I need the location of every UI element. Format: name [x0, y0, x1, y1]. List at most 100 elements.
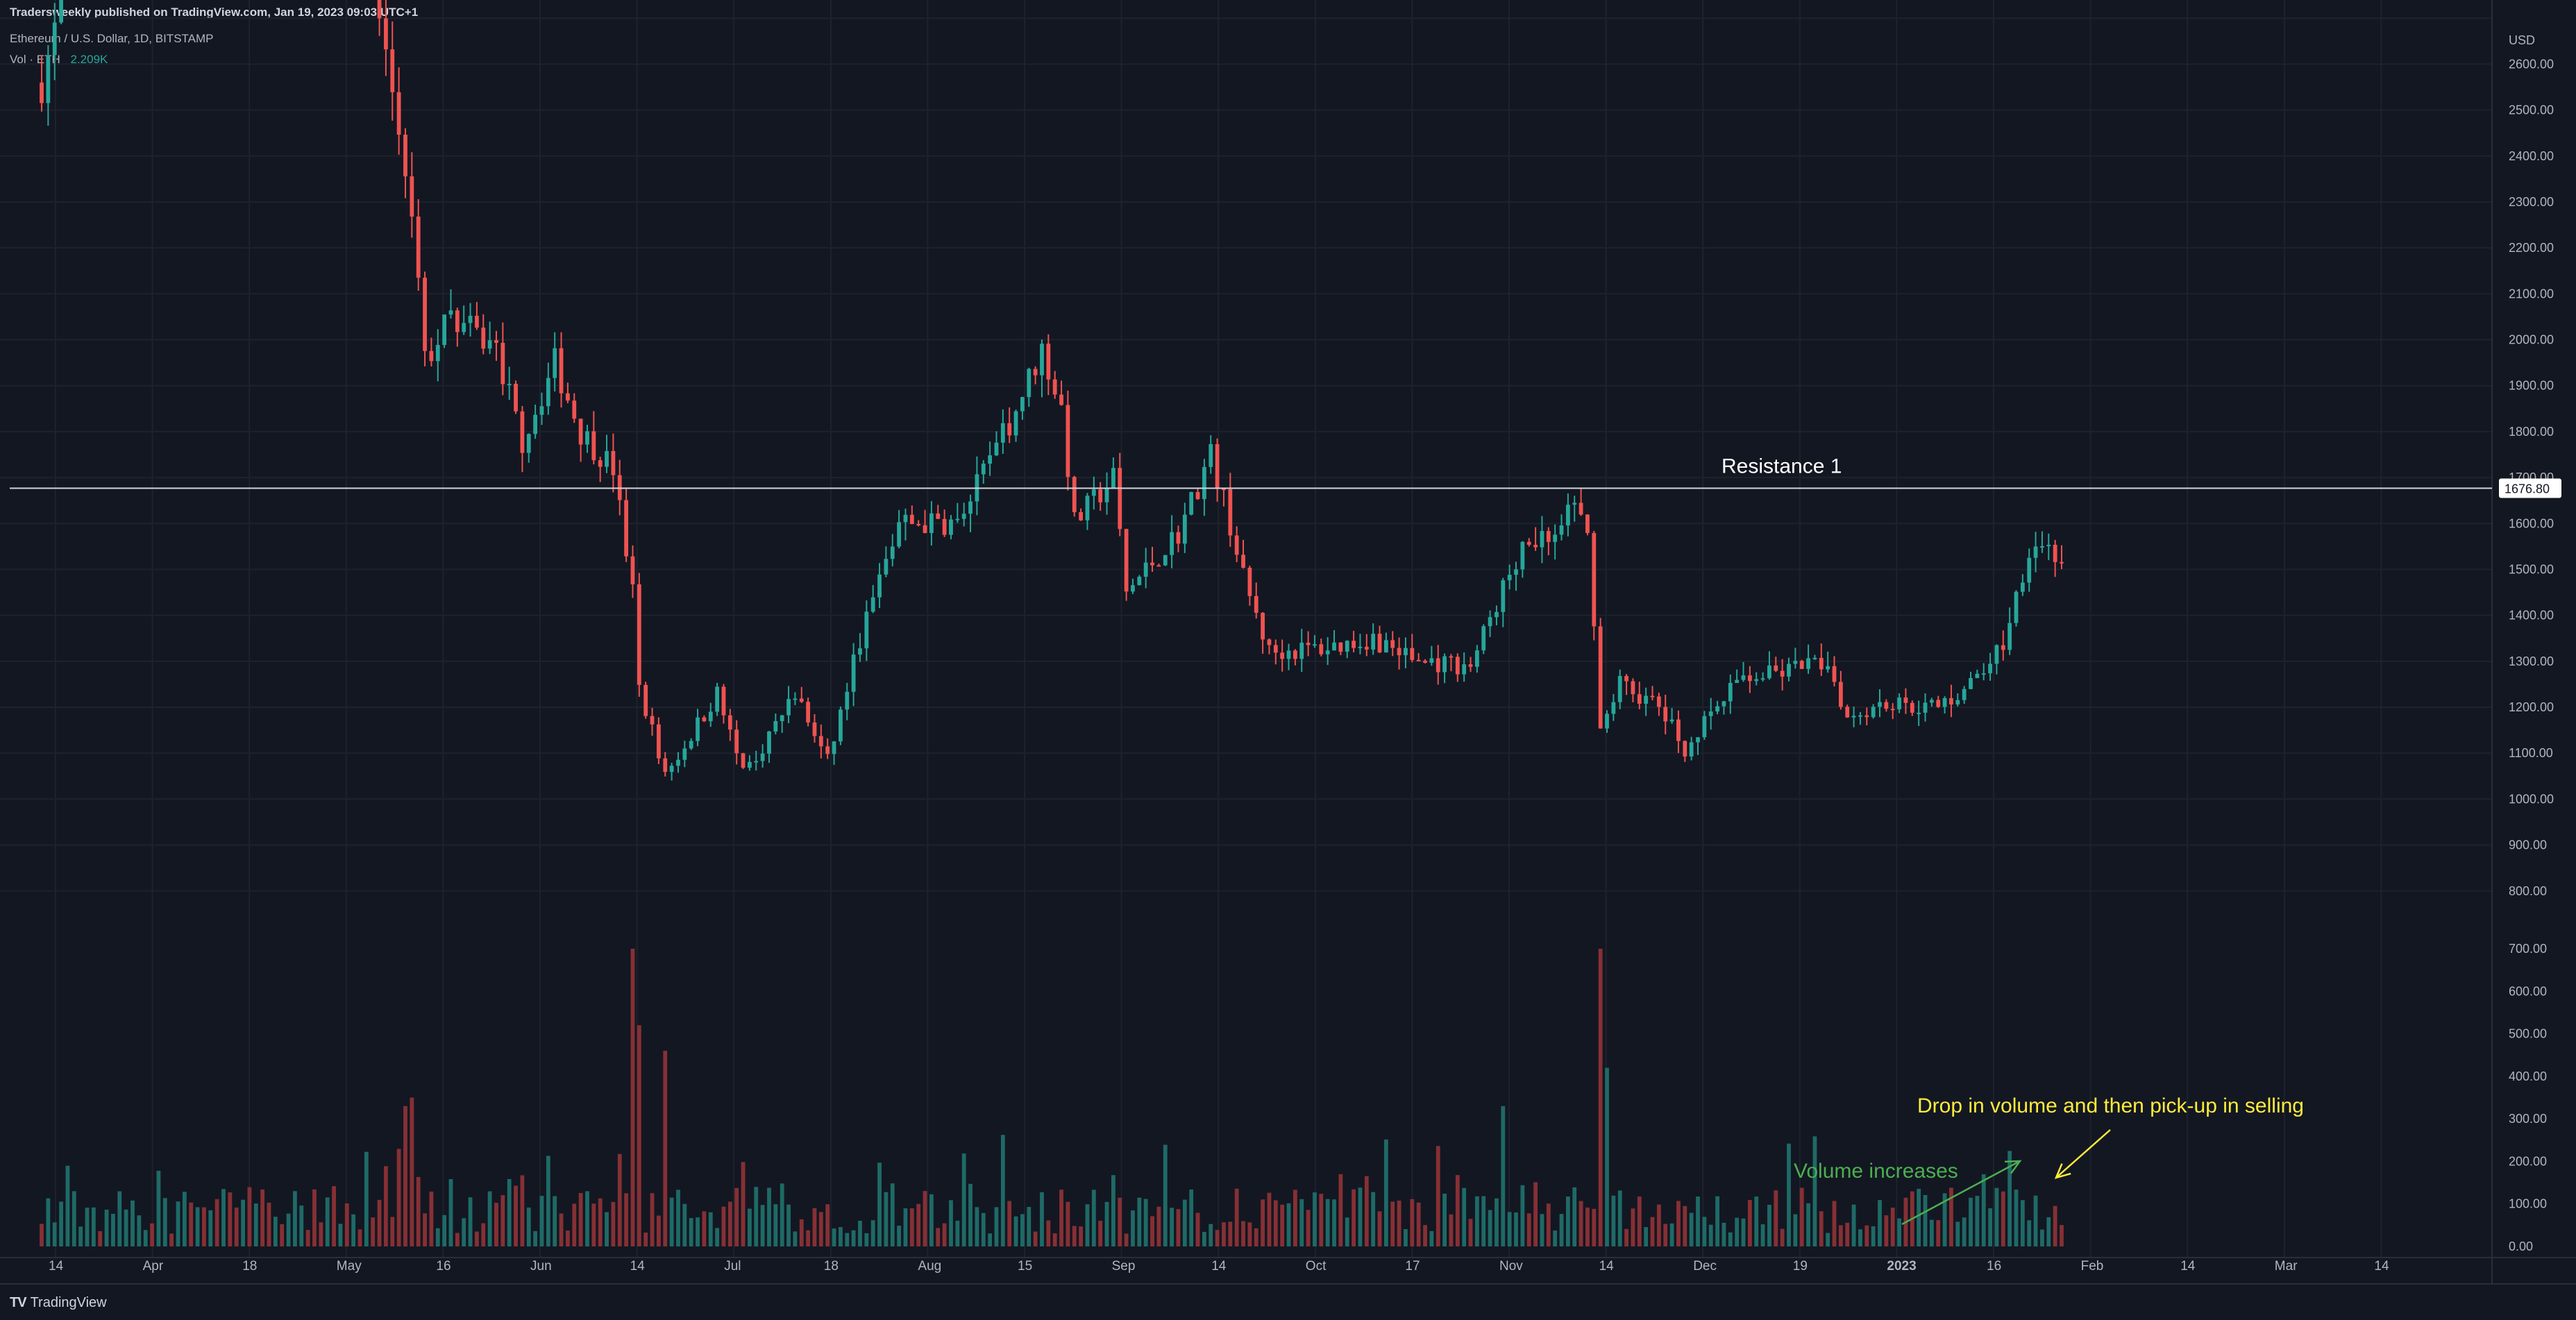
price-label: 1676.80: [2505, 482, 2550, 496]
candle-body: [1131, 585, 1135, 592]
volume-bar: [1397, 1200, 1401, 1246]
volume-bar: [1858, 1229, 1862, 1246]
candle-body: [1845, 706, 1850, 718]
candle-body: [1917, 712, 1921, 714]
candles: [40, 0, 2064, 781]
volume-bar: [1228, 1221, 1233, 1246]
volume-bar: [890, 1183, 895, 1246]
volume-bar: [448, 1178, 453, 1246]
volume-bar: [293, 1191, 297, 1246]
volume-bar: [1735, 1217, 1740, 1246]
time-tick: Aug: [918, 1259, 941, 1274]
volume-bar: [1650, 1217, 1655, 1246]
volume-bar: [669, 1197, 674, 1246]
footer-brand: TV TradingView: [10, 1295, 107, 1311]
candle-body: [1565, 505, 1570, 526]
candle-body: [1436, 658, 1440, 672]
volume-bar: [1526, 1213, 1531, 1246]
volume-bar: [1774, 1190, 1778, 1246]
volume-bar: [812, 1208, 817, 1246]
volume-bar: [487, 1191, 492, 1246]
volume-bar: [1611, 1195, 1616, 1246]
volume-bar: [1293, 1190, 1297, 1246]
volume-bar: [1637, 1196, 1642, 1246]
volume-bar: [208, 1210, 213, 1246]
volume-bar: [961, 1153, 966, 1246]
volume-bar: [689, 1218, 693, 1246]
volume-increase-annotation: Volume increases: [1794, 1160, 1958, 1183]
volume-bar: [1195, 1212, 1200, 1246]
candle-body: [1683, 741, 1687, 757]
volume-bar: [131, 1200, 135, 1246]
volume-bar: [344, 1203, 349, 1246]
candle-body: [1767, 665, 1771, 679]
volume-bar: [189, 1202, 194, 1246]
volume-bar: [481, 1223, 486, 1246]
volume-bar: [903, 1208, 908, 1246]
candle-body: [1404, 648, 1408, 656]
volume-bar: [1163, 1144, 1168, 1246]
volume-tick: 0.00: [2509, 1239, 2533, 1253]
candle-body: [1442, 656, 1447, 672]
volume-bar: [1767, 1204, 1771, 1246]
volume-bar: [1247, 1222, 1252, 1246]
candle-body: [1617, 676, 1622, 702]
candle-body: [1592, 533, 1597, 627]
candle-body: [838, 709, 843, 742]
volume-bar: [1851, 1204, 1856, 1246]
candle-body: [1890, 709, 1895, 711]
candle-body: [1098, 489, 1103, 502]
candle-body: [1455, 657, 1460, 675]
volume-bar: [858, 1220, 862, 1246]
volume-bar: [1871, 1226, 1876, 1246]
candle-body: [1423, 661, 1427, 663]
green-arrow-icon: [1901, 1160, 2021, 1226]
volume-bar: [176, 1201, 180, 1246]
volume-bar: [1721, 1222, 1726, 1246]
volume-bar: [981, 1212, 986, 1246]
volume-bar: [91, 1207, 96, 1246]
time-tick: Jun: [530, 1259, 552, 1274]
candle-body: [1410, 648, 1415, 660]
volume-bar: [410, 1097, 414, 1246]
volume-bar: [793, 1231, 798, 1246]
candle-body: [1033, 369, 1038, 375]
candle-body: [799, 698, 804, 702]
volume-bar: [429, 1192, 434, 1246]
candle-body: [514, 383, 518, 412]
volume-bar: [221, 1189, 226, 1246]
volume-bar: [1358, 1187, 1363, 1246]
volume-bar: [929, 1194, 934, 1246]
price-tick: 800.00: [2509, 884, 2547, 898]
candle-body: [598, 460, 603, 467]
volume-bar: [1962, 1217, 1967, 1246]
candle-body: [981, 464, 986, 475]
volume-bar: [1280, 1204, 1285, 1246]
candle-body: [929, 513, 934, 534]
candle-body: [1501, 580, 1506, 612]
price-tick: 2200.00: [2509, 241, 2554, 255]
volume-bar: [916, 1203, 921, 1246]
volume-bar: [702, 1211, 707, 1246]
price-tick: 2300.00: [2509, 195, 2554, 209]
price-tick: 2100.00: [2509, 287, 2554, 301]
time-tick: 2023: [1887, 1259, 1916, 1274]
resistance-annotation: Resistance 1: [1721, 455, 1842, 477]
volume-bar: [1929, 1219, 1934, 1246]
volume-bar: [643, 1233, 648, 1246]
candle-body: [780, 715, 784, 722]
volume-bar: [1468, 1219, 1473, 1246]
candle-body: [1955, 700, 1960, 705]
volume-bar: [727, 1201, 732, 1246]
volume-bar: [299, 1205, 304, 1246]
candle-body: [1474, 650, 1479, 667]
volume-bar: [2027, 1220, 2032, 1246]
candle-body: [500, 343, 505, 384]
volume-bar: [780, 1183, 784, 1246]
volume-bar: [1780, 1228, 1785, 1246]
time-tick: 14: [2374, 1259, 2389, 1274]
candle-body: [1020, 397, 1025, 412]
candle-body: [1059, 394, 1063, 405]
volume-bar: [1994, 1187, 1999, 1246]
